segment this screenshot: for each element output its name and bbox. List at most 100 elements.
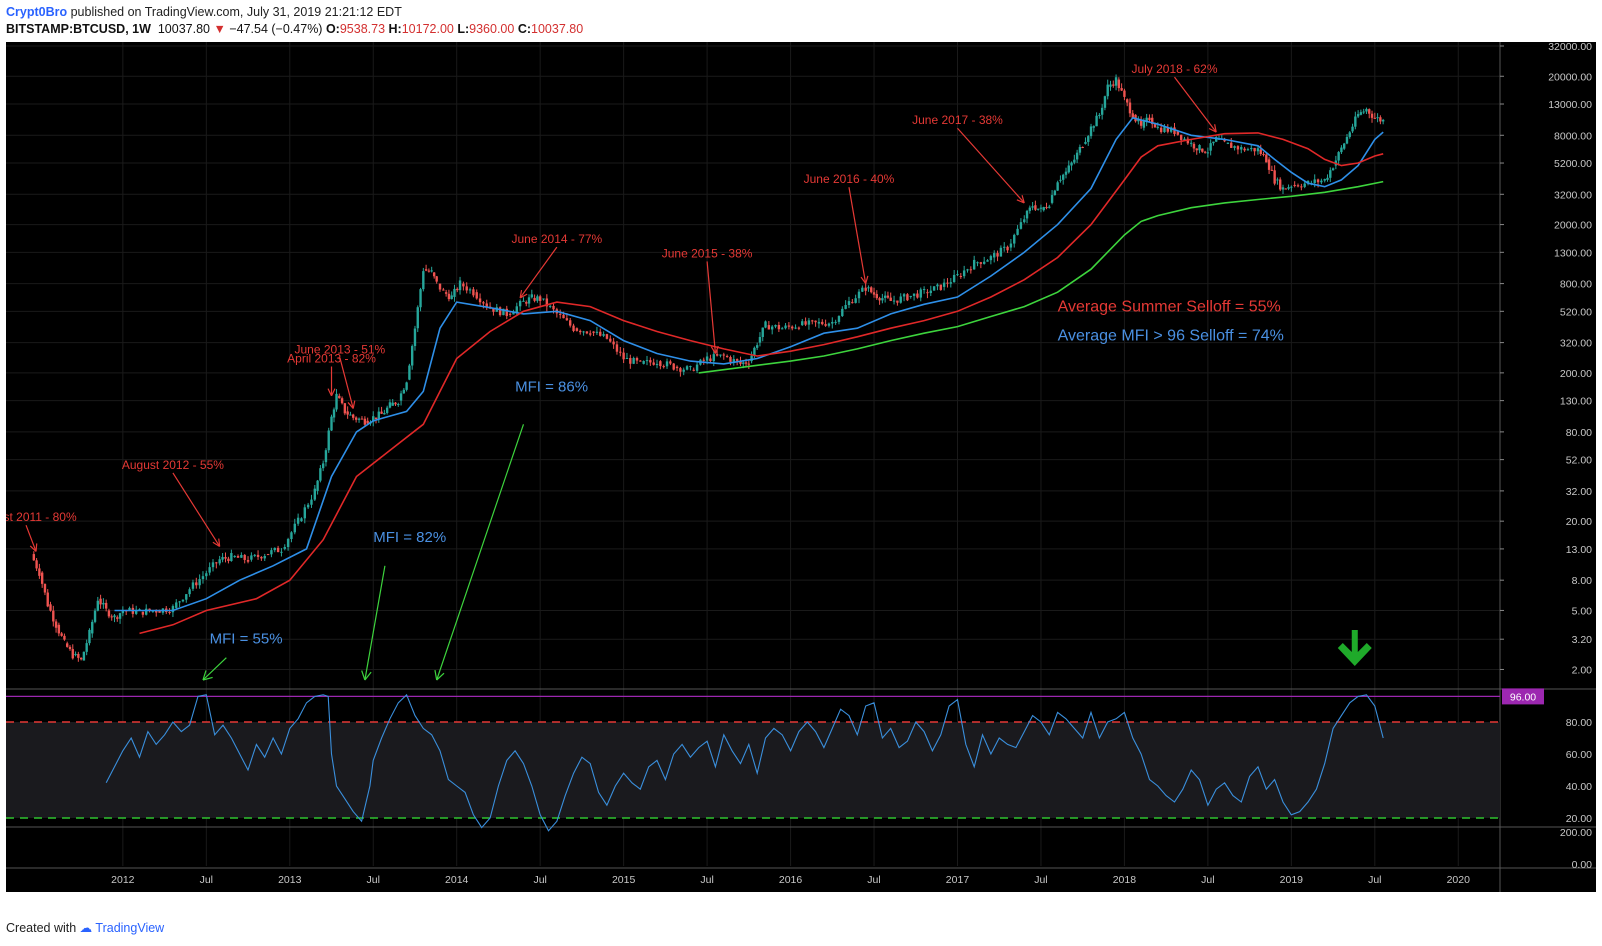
candle-body: [366, 420, 369, 424]
candle-body: [926, 292, 929, 294]
candle-body: [972, 259, 976, 270]
arrow-head-icon: [347, 400, 356, 409]
symbol-label[interactable]: BITSTAMP:BTCUSD, 1W: [6, 22, 151, 36]
y-tick-label: 8000.00: [1554, 130, 1592, 142]
x-tick-label: 2019: [1280, 874, 1304, 886]
time-scale-area[interactable]: [6, 868, 1596, 892]
mfi-tick-label: 40.00: [1566, 781, 1592, 793]
candle-body: [1381, 119, 1385, 122]
annotation-label[interactable]: June 2014 - 77%: [511, 232, 602, 246]
candle-body: [35, 560, 38, 569]
candle-body: [585, 331, 589, 334]
chart-canvas[interactable]: 32000.00 20000.00 13000.00 8000.00 5200.00 32…: [6, 42, 1596, 892]
candle-body: [1009, 243, 1013, 248]
candle-body: [999, 247, 1003, 257]
annotation-label[interactable]: August 2011 - 80%: [6, 510, 77, 524]
annotation-label[interactable]: Average MFI > 96 Selloff = 74%: [1058, 328, 1284, 345]
candle-body: [442, 289, 445, 291]
tradingview-link[interactable]: TradingView: [95, 921, 165, 935]
candle-body: [1246, 149, 1250, 151]
candle-body: [679, 368, 682, 372]
annotation-arrow[interactable]: [706, 261, 717, 354]
candle-body: [1016, 228, 1019, 235]
candle-body: [750, 355, 753, 362]
mfi-pointer-arrow[interactable]: [364, 565, 386, 681]
annotation-arrow[interactable]: [339, 357, 354, 409]
candle-body: [1373, 117, 1377, 119]
candle-body: [952, 274, 956, 283]
annotation-arrow[interactable]: [1174, 76, 1217, 133]
price-scale-area[interactable]: [1500, 42, 1596, 868]
candle-body: [632, 357, 635, 364]
candle-body: [349, 414, 352, 416]
annotation-label[interactable]: June 2015 - 38%: [662, 246, 753, 260]
candle-body: [1103, 96, 1107, 108]
annotation-label[interactable]: June 2016 - 40%: [804, 172, 895, 186]
candle-body: [774, 324, 777, 327]
candle-body: [1036, 208, 1040, 210]
annotation-arrow[interactable]: [519, 246, 558, 299]
candle-body: [625, 357, 629, 359]
annotation-label[interactable]: Average Summer Selloff = 55%: [1058, 298, 1281, 315]
arrow-head-icon: [710, 345, 719, 354]
moving-average-line: [139, 132, 1384, 635]
candle-body: [290, 532, 293, 540]
annotation-arrow[interactable]: [848, 187, 867, 284]
candle-body: [492, 307, 495, 312]
candle-body: [595, 331, 599, 333]
candle-body: [250, 555, 253, 560]
x-tick-label: Jul: [1368, 874, 1381, 886]
candle-body: [615, 344, 619, 352]
price-change: −47.54 (−0.47%): [229, 22, 323, 36]
annotation-label[interactable]: MFI = 82%: [373, 529, 446, 546]
candle-body: [208, 567, 211, 573]
mfi-tick-label: 20.00: [1566, 813, 1592, 825]
annotation-label[interactable]: MFI = 86%: [515, 378, 588, 395]
annotation-label[interactable]: June 2013 - 51%: [294, 343, 385, 357]
arrow-head-icon: [1016, 195, 1025, 204]
candle-body: [54, 621, 58, 628]
annotation-label[interactable]: April 2013 - 82%: [287, 351, 376, 365]
annotation-label[interactable]: MFI = 55%: [210, 630, 283, 647]
mfi-pointer-arrow[interactable]: [436, 424, 525, 681]
candle-body: [1306, 180, 1310, 184]
candle-body: [57, 624, 61, 634]
candle-body: [538, 296, 542, 301]
candle-body: [303, 507, 306, 519]
candle-body: [432, 272, 436, 277]
candle-body: [989, 256, 993, 261]
candle-body: [1323, 179, 1326, 181]
candle-body: [705, 356, 709, 361]
x-tick-label: 2013: [278, 874, 302, 886]
annotation-arrow[interactable]: [25, 524, 37, 552]
mfi-pointer-arrow[interactable]: [202, 657, 227, 681]
candle-body: [719, 354, 722, 356]
candle-body: [313, 488, 317, 500]
candle-body: [787, 325, 791, 327]
x-tick-label: 2015: [612, 874, 636, 886]
annotation-arrow[interactable]: [172, 472, 221, 547]
annotation-arrow[interactable]: [957, 127, 1025, 204]
candle-body: [1183, 138, 1186, 140]
candle-body: [246, 559, 250, 562]
candle-body: [253, 554, 256, 556]
x-tick-label: 2020: [1447, 874, 1471, 886]
candle-body: [1329, 170, 1332, 178]
candle-body: [413, 328, 417, 347]
candle-body: [205, 573, 208, 577]
close-value: 10037.80: [531, 22, 584, 36]
candle-body: [599, 331, 602, 336]
annotation-label[interactable]: August 2012 - 55%: [122, 458, 224, 472]
candle-body: [1100, 107, 1104, 115]
candle-body: [784, 325, 787, 329]
candle-body: [562, 314, 565, 319]
arrow-head-icon: [361, 670, 372, 681]
candle-body: [1163, 127, 1166, 133]
y-tick-label: 130.00: [1560, 396, 1592, 408]
annotation-label[interactable]: June 2017 - 38%: [912, 113, 1003, 127]
candle-body: [1070, 162, 1073, 166]
annotation-label[interactable]: July 2018 - 62%: [1131, 62, 1217, 76]
y-tick-label: 1300.00: [1554, 247, 1592, 259]
author-link[interactable]: Crypt0Bro: [6, 5, 68, 19]
candle-body: [110, 616, 113, 618]
